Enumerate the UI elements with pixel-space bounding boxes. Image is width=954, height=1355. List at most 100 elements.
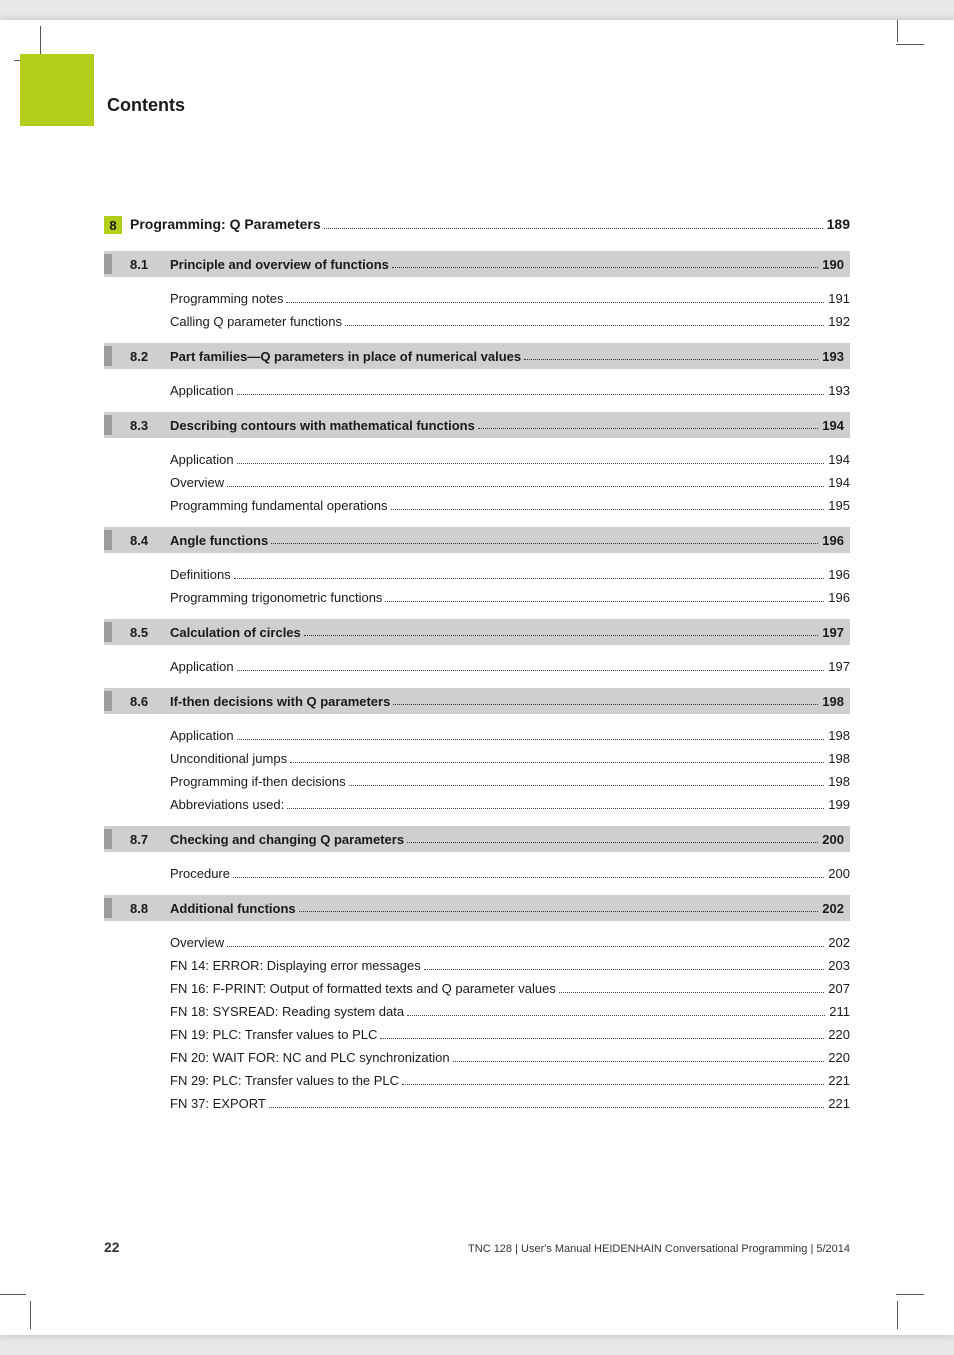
toc-item[interactable]: FN 19: PLC: Transfer values to PLC 220	[170, 1023, 850, 1046]
section-number: 8.2	[130, 349, 170, 364]
item-label: Application	[170, 452, 234, 467]
section-page: 194	[822, 418, 850, 433]
section-row[interactable]: 8.2Part families—Q parameters in place o…	[104, 343, 850, 369]
section-row[interactable]: 8.7Checking and changing Q parameters200	[104, 826, 850, 852]
leader-dots	[324, 217, 823, 228]
leader-dots	[237, 454, 825, 464]
leader-dots	[478, 418, 818, 428]
section-title: If-then decisions with Q parameters	[170, 694, 390, 709]
section-row[interactable]: 8.6If-then decisions with Q parameters 19…	[104, 688, 850, 714]
footer-text: TNC 128 | User's Manual HEIDENHAIN Conve…	[468, 1243, 850, 1255]
toc-item[interactable]: Programming if-then decisions198	[170, 770, 850, 793]
toc-item[interactable]: Application 197	[170, 655, 850, 678]
section-number: 8.1	[130, 257, 170, 272]
toc-item[interactable]: Programming trigonometric functions 196	[170, 586, 850, 609]
item-page: 195	[828, 498, 850, 513]
toc-item[interactable]: Calling Q parameter functions192	[170, 310, 850, 333]
page-footer: 22 TNC 128 | User's Manual HEIDENHAIN Co…	[104, 1239, 850, 1255]
item-page: 197	[828, 659, 850, 674]
item-label: Definitions	[170, 567, 231, 582]
item-label: FN 29: PLC: Transfer values to the PLC	[170, 1073, 399, 1088]
section-title: Part families—Q parameters in place of n…	[170, 349, 521, 364]
toc-item[interactable]: Programming notes191	[170, 287, 850, 310]
toc-item[interactable]: Definitions 196	[170, 563, 850, 586]
leader-dots	[271, 533, 818, 543]
item-label: Application	[170, 659, 234, 674]
toc-item[interactable]: Overview202	[170, 931, 850, 954]
section-number: 8.4	[130, 533, 170, 548]
leader-dots	[237, 730, 825, 740]
section-page: 193	[822, 349, 850, 364]
section-row[interactable]: 8.5Calculation of circles197	[104, 619, 850, 645]
page: Contents 8 Programming: Q Parameters 189…	[0, 20, 954, 1335]
item-label: FN 37: EXPORT	[170, 1096, 266, 1111]
leader-dots	[287, 799, 824, 809]
toc-item[interactable]: Application193	[170, 379, 850, 402]
accent-block	[20, 54, 94, 126]
leader-dots	[234, 569, 825, 579]
toc-item[interactable]: FN 18: SYSREAD: Reading system data211	[170, 1000, 850, 1023]
section-row[interactable]: 8.3Describing contours with mathematical…	[104, 412, 850, 438]
chapter-number-badge: 8	[104, 216, 122, 234]
item-page: 221	[828, 1073, 850, 1088]
section-stub	[104, 622, 112, 642]
section-page: 202	[822, 901, 850, 916]
leader-dots	[392, 257, 818, 267]
chapter-title: Programming: Q Parameters	[130, 216, 321, 232]
section-number: 8.3	[130, 418, 170, 433]
item-page: 198	[828, 751, 850, 766]
section-row[interactable]: 8.1Principle and overview of functions19…	[104, 251, 850, 277]
section-row[interactable]: 8.8Additional functions 202	[104, 895, 850, 921]
toc-item[interactable]: Procedure200	[170, 862, 850, 885]
leader-dots	[380, 1029, 824, 1039]
section-row[interactable]: 8.4Angle functions196	[104, 527, 850, 553]
item-page: 196	[828, 590, 850, 605]
section-title: Describing contours with mathematical fu…	[170, 418, 475, 433]
leader-dots	[227, 937, 824, 947]
item-page: 203	[828, 958, 850, 973]
leader-dots	[393, 694, 818, 704]
leader-dots	[407, 1006, 825, 1016]
section-number: 8.8	[130, 901, 170, 916]
item-label: Abbreviations used:	[170, 797, 284, 812]
section-stub	[104, 530, 112, 550]
crop-mark	[40, 26, 41, 54]
leader-dots	[290, 753, 824, 763]
toc-item[interactable]: FN 16: F-PRINT: Output of formatted text…	[170, 977, 850, 1000]
toc-item[interactable]: Overview194	[170, 471, 850, 494]
toc-item[interactable]: Application194	[170, 448, 850, 471]
section-page: 198	[822, 694, 850, 709]
item-label: Programming trigonometric functions	[170, 590, 382, 605]
toc-item[interactable]: Application198	[170, 724, 850, 747]
chapter-row[interactable]: 8 Programming: Q Parameters 189	[104, 215, 850, 233]
toc-item[interactable]: FN 20: WAIT FOR: NC and PLC synchronizat…	[170, 1046, 850, 1069]
section-page: 190	[822, 257, 850, 272]
item-label: FN 19: PLC: Transfer values to PLC	[170, 1027, 377, 1042]
section-page: 200	[822, 832, 850, 847]
toc-item[interactable]: Abbreviations used: 199	[170, 793, 850, 816]
toc-item[interactable]: FN 37: EXPORT221	[170, 1092, 850, 1115]
section-stub	[104, 898, 112, 918]
item-page: 220	[828, 1027, 850, 1042]
item-label: FN 14: ERROR: Displaying error messages	[170, 958, 421, 973]
table-of-contents: 8 Programming: Q Parameters 189 8.1Princ…	[104, 215, 850, 1123]
item-page: 199	[828, 797, 850, 812]
crop-mark	[896, 44, 924, 45]
toc-item[interactable]: Unconditional jumps198	[170, 747, 850, 770]
item-label: Overview	[170, 475, 224, 490]
item-page: 220	[828, 1050, 850, 1065]
section-stub	[104, 254, 112, 274]
toc-item[interactable]: FN 14: ERROR: Displaying error messages 2…	[170, 954, 850, 977]
section-number: 8.6	[130, 694, 170, 709]
item-page: 202	[828, 935, 850, 950]
item-page: 200	[828, 866, 850, 881]
crop-mark	[897, 20, 898, 42]
leader-dots	[402, 1075, 824, 1085]
section-title: Additional functions	[170, 901, 296, 916]
leader-dots	[559, 983, 824, 993]
toc-item[interactable]: Programming fundamental operations195	[170, 494, 850, 517]
item-page: 196	[828, 567, 850, 582]
leader-dots	[349, 776, 825, 786]
toc-item[interactable]: FN 29: PLC: Transfer values to the PLC 22…	[170, 1069, 850, 1092]
leader-dots	[391, 500, 825, 510]
